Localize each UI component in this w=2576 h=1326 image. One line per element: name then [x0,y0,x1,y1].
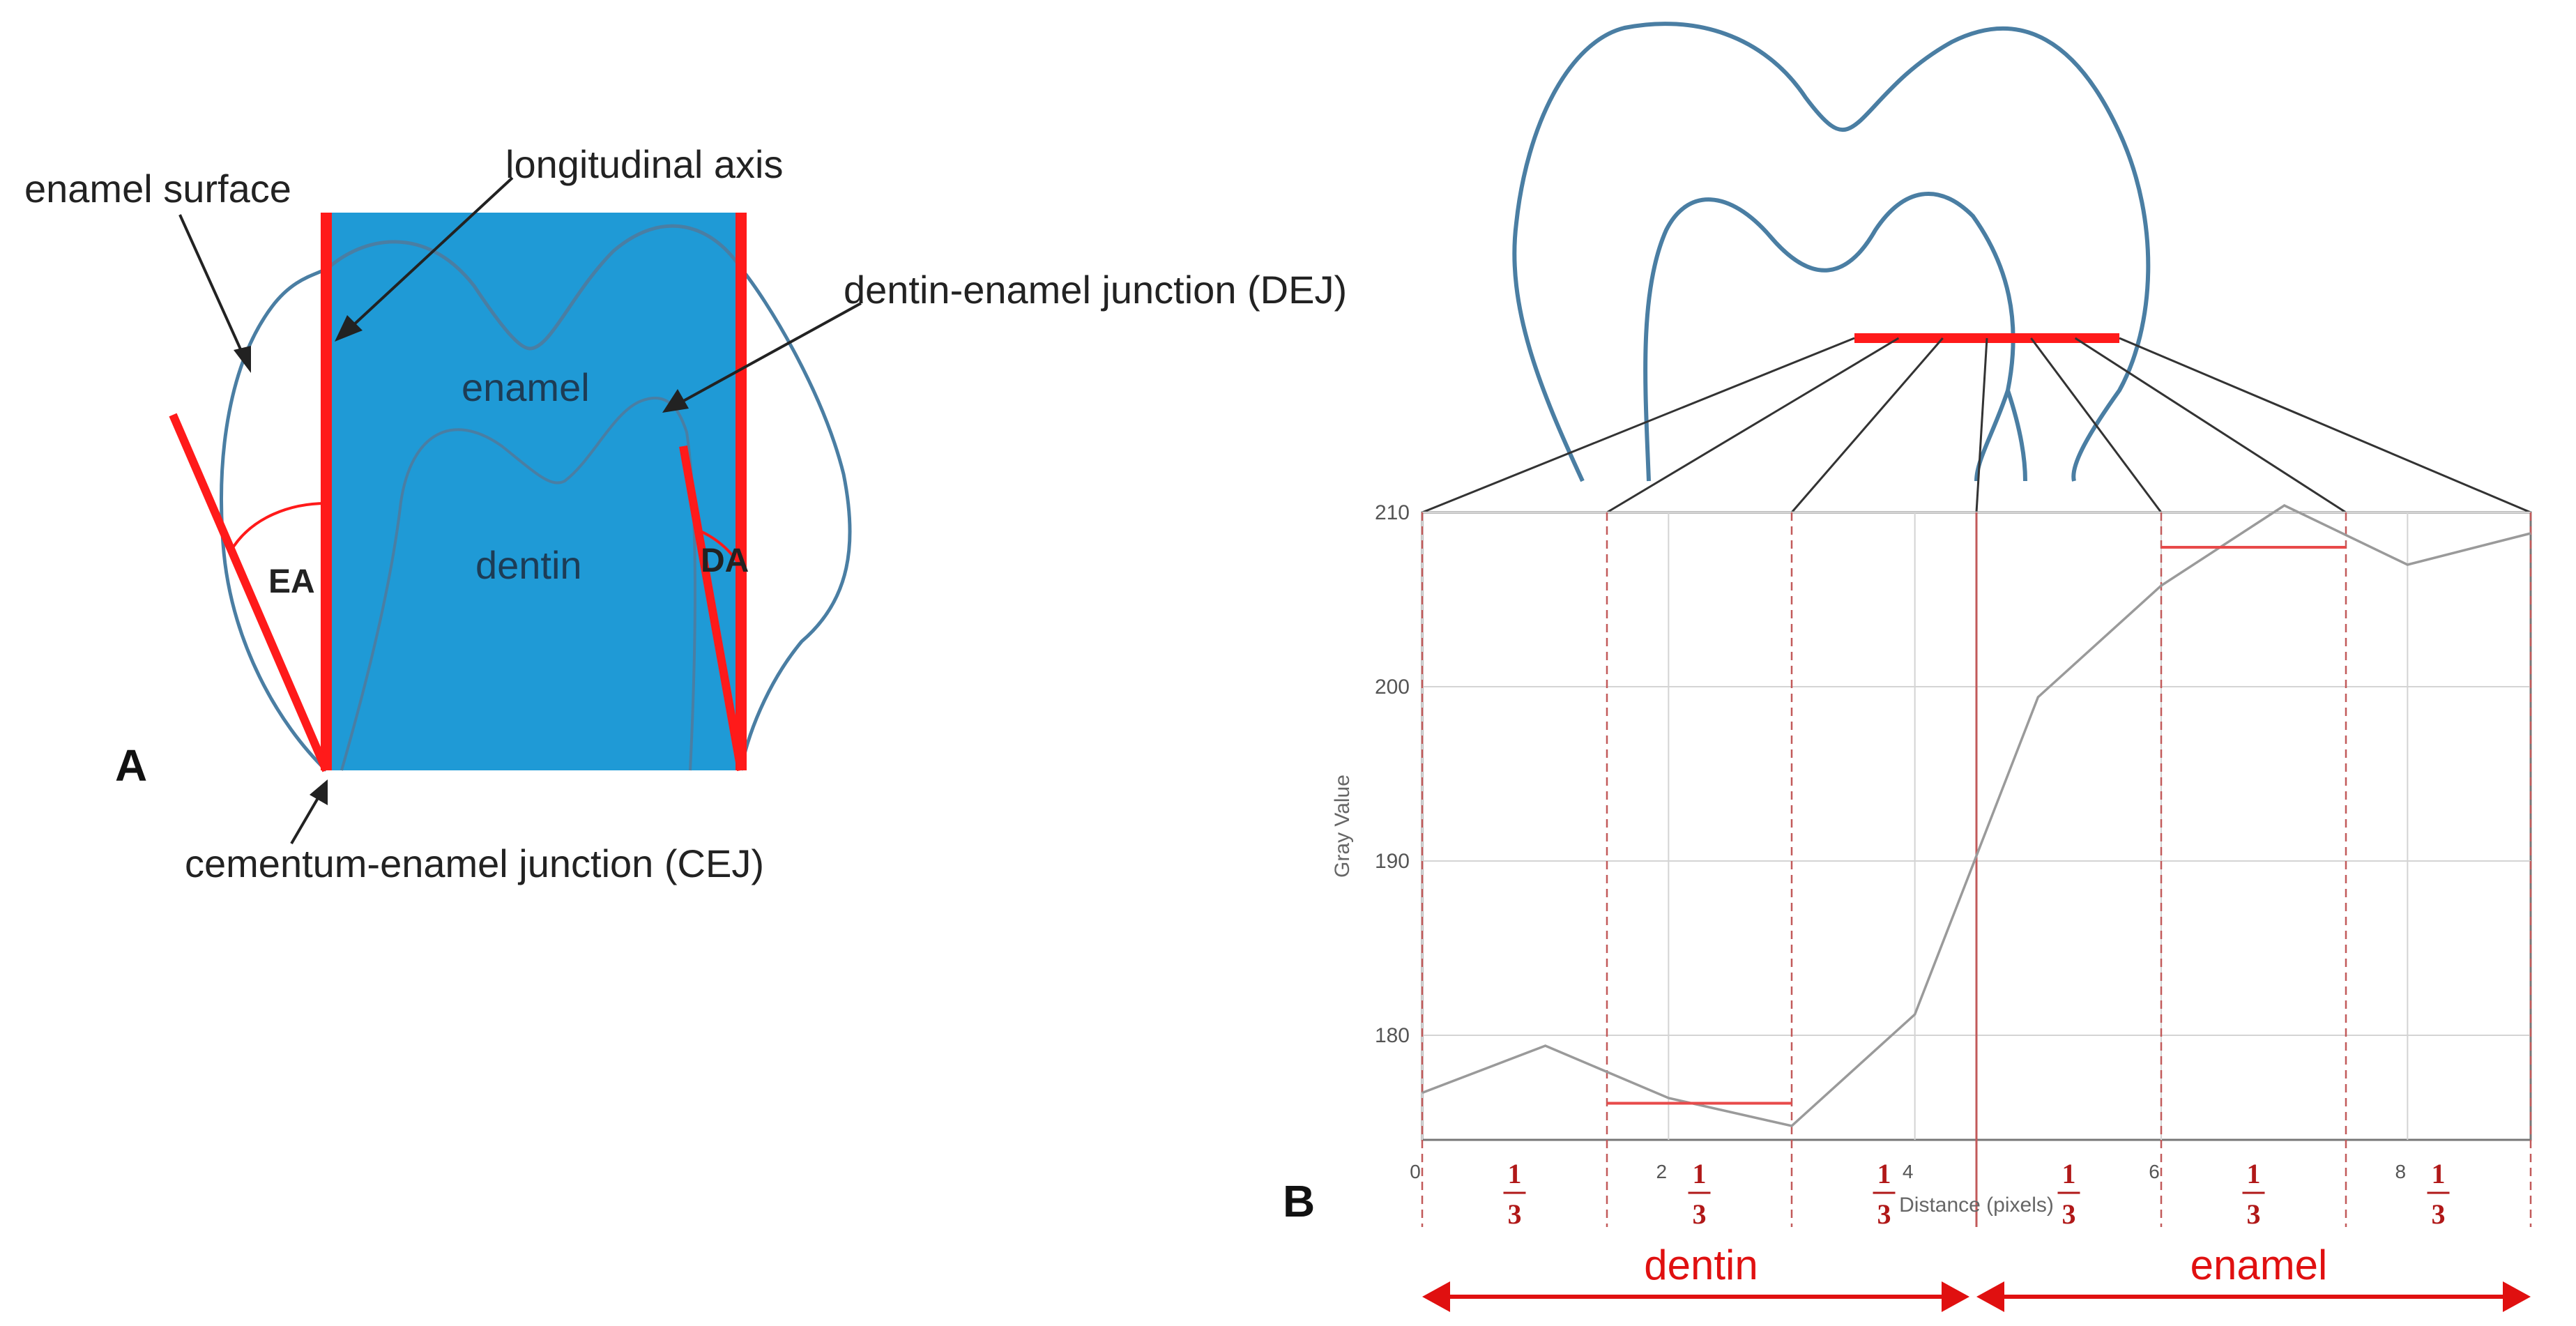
tooth-outer-outline [1512,22,2151,482]
fraction-denominator: 3 [1508,1198,1522,1230]
fraction-denominator: 3 [2062,1198,2076,1230]
y-tick-labels: 180 190 200 210 [1375,501,1410,1047]
panel-b-letter: B [1283,1176,1315,1226]
fan-line-3 [1975,337,1988,513]
crown-block [326,213,741,770]
fan-line-2 [1790,337,1944,513]
dentin-label: dentin [475,543,582,587]
enamel-label: enamel [462,365,590,409]
cej-arrow [290,779,328,845]
longitudinal-axis-label: longitudinal axis [505,142,783,186]
enamel-surface-arrow [178,214,251,373]
x-tick-labels: 0 2 4 6 8 [1410,1161,2406,1182]
ea-tangent-line [169,413,330,772]
tooth-inner-right-wall [2006,390,2027,482]
enamel-region-arrow [1976,1281,2531,1312]
y-tick-label-200: 200 [1375,676,1410,699]
fraction-numerator: 1 [2062,1158,2076,1189]
cej-label: cementum-enamel junction (CEJ) [185,841,764,885]
fraction-label-0: 13 [1503,1158,1526,1230]
segment-dividers [1421,512,2532,1227]
enamel-top-outline [326,224,743,351]
fraction-label-3: 13 [2057,1158,2080,1230]
da-tangent-line [679,445,745,772]
fan-line-0 [1422,337,1855,514]
fan-line-4 [2030,337,2163,513]
fraction-denominator: 3 [2247,1198,2261,1230]
fraction-numerator: 1 [2432,1158,2446,1189]
fraction-denominator: 3 [1693,1198,1707,1230]
segment-means [1607,546,2346,1105]
dentin-region-label: dentin [1644,1242,1758,1288]
x-tick-label-4: 4 [1903,1161,1914,1182]
enamel-surface-outline [220,266,852,772]
fraction-label-2: 13 [1873,1158,1896,1230]
tooth-inner-outline [1643,191,2015,482]
y-axis-label: Gray Value [1331,775,1354,878]
fraction-denominator: 3 [2432,1198,2446,1230]
enamel-surface-label: enamel surface [24,167,291,211]
fraction-label-1: 13 [1688,1158,1711,1230]
fraction-numerator: 1 [2247,1158,2261,1189]
panel-a: enamel surface longitudinal axis dentin-… [24,142,1347,885]
y-tick-label-210: 210 [1375,501,1410,524]
dej-arrow [662,302,862,413]
fan-lines [1422,337,2531,514]
x-tick-label-6: 6 [2149,1161,2160,1182]
profile-series [1422,503,2531,1127]
fan-line-5 [2074,337,2347,514]
fan-line-1 [1606,337,1900,514]
da-angle-arc [696,528,742,569]
y-tick-label-180: 180 [1375,1024,1410,1047]
x-tick-label-8: 8 [2395,1161,2407,1182]
enamel-region-label: enamel [2190,1242,2328,1288]
y-tick-label-190: 190 [1375,850,1410,873]
fraction-numerator: 1 [1693,1158,1707,1189]
x-tick-label-0: 0 [1410,1161,1421,1182]
profile-line [1422,503,2531,1127]
da-label: DA [701,542,749,579]
fraction-denominator: 3 [1877,1198,1891,1230]
fan-line-6 [2119,337,2531,514]
fraction-numerator: 1 [1877,1158,1891,1189]
dej-label: dentin-enamel junction (DEJ) [844,268,1347,312]
x-tick-label-2: 2 [1656,1161,1668,1182]
panel-a-letter: A [115,740,147,791]
fraction-label-5: 13 [2427,1158,2450,1230]
ea-label: EA [268,563,315,600]
ea-angle-arc [229,502,327,554]
dentin-region-arrow [1422,1281,1969,1312]
x-axis-label: Distance (pixels) [1899,1194,2054,1217]
fraction-label-4: 13 [2242,1158,2265,1230]
fraction-numerator: 1 [1508,1158,1522,1189]
longitudinal-axis-arrow [335,176,514,342]
